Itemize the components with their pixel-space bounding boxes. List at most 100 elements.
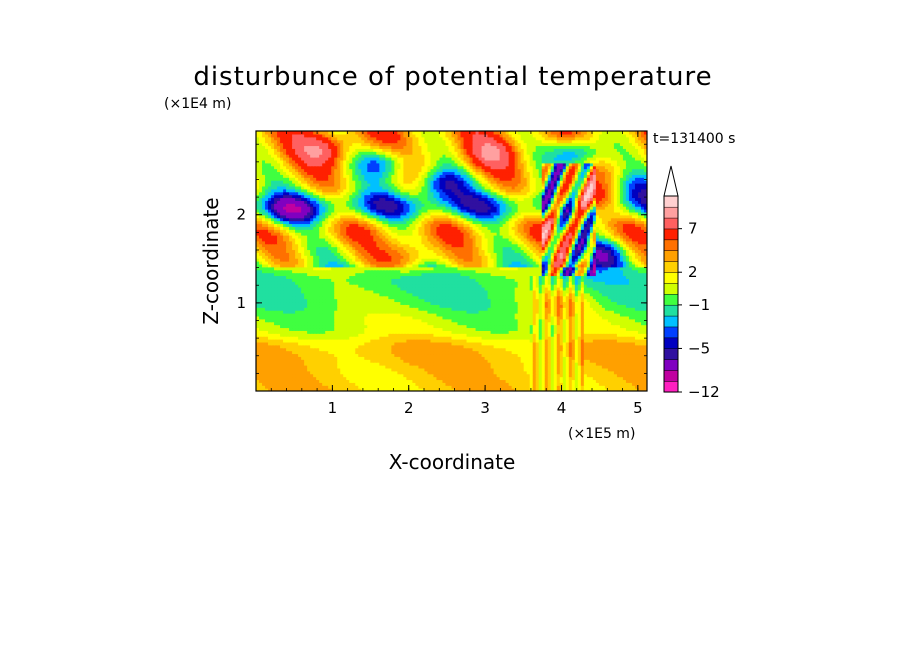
heatmap-cell xyxy=(457,362,462,366)
heatmap-cell xyxy=(289,350,293,355)
heatmap-cell xyxy=(349,367,353,372)
heatmap-cell xyxy=(448,376,453,381)
heatmap-cell xyxy=(457,365,462,369)
heatmap-cell xyxy=(529,373,534,378)
heatmap-cell xyxy=(547,365,552,369)
heatmap-cell xyxy=(589,359,594,363)
heatmap-cell xyxy=(412,356,417,360)
heatmap-cell xyxy=(271,373,275,378)
heatmap-cell xyxy=(613,388,618,391)
heatmap-cell xyxy=(364,382,368,386)
heatmap-cell xyxy=(316,382,320,386)
heatmap-cell xyxy=(349,356,353,360)
heatmap-cell xyxy=(304,362,308,366)
heatmap-cell xyxy=(472,353,477,357)
heatmap-cell xyxy=(364,350,368,355)
heatmap-cell xyxy=(448,356,453,360)
heatmap-cell xyxy=(514,370,519,375)
heatmap-cell xyxy=(382,359,386,363)
heatmap-cell xyxy=(382,382,386,386)
heatmap-cell xyxy=(538,367,543,372)
heatmap-cell xyxy=(397,373,401,378)
heatmap-cell xyxy=(499,379,504,383)
heatmap-cell xyxy=(487,350,492,355)
heatmap-cell xyxy=(541,353,546,357)
heatmap-cell xyxy=(376,367,380,372)
heatmap-cell xyxy=(460,388,465,391)
heatmap-cell xyxy=(460,353,465,357)
heatmap-cell xyxy=(496,385,501,389)
heatmap-cell xyxy=(451,356,456,360)
heatmap-cell xyxy=(289,359,293,363)
heatmap-cell xyxy=(298,370,302,375)
heatmap-cell xyxy=(565,353,570,357)
heatmap-cell xyxy=(310,365,314,369)
heatmap-cell xyxy=(544,376,549,381)
heatmap-cell xyxy=(316,379,320,383)
heatmap-cell xyxy=(295,379,299,383)
heatmap-cell xyxy=(424,350,429,355)
heatmap-cell xyxy=(394,388,398,391)
heatmap-cell xyxy=(643,376,647,381)
heatmap-cell xyxy=(592,353,597,357)
heatmap-cell xyxy=(469,382,474,386)
heatmap-cell xyxy=(397,379,401,383)
heatmap-cell xyxy=(634,376,639,381)
heatmap-cell xyxy=(391,376,395,381)
heatmap-cell xyxy=(541,373,546,378)
heatmap-cell xyxy=(391,350,395,355)
heatmap-cell xyxy=(595,365,600,369)
heatmap-cell xyxy=(259,373,263,378)
heatmap-cell xyxy=(388,373,392,378)
heatmap-cell xyxy=(292,385,296,389)
heatmap-cell xyxy=(532,353,537,357)
heatmap-cell xyxy=(376,356,380,360)
heatmap-cell xyxy=(430,362,435,366)
heatmap-cell xyxy=(280,379,284,383)
heatmap-cell xyxy=(469,365,474,369)
heatmap-cell xyxy=(499,362,504,366)
heatmap-cell xyxy=(361,359,365,363)
heatmap-cell xyxy=(625,385,630,389)
heatmap-cell xyxy=(550,362,555,366)
heatmap-cell xyxy=(334,382,338,386)
heatmap-cell xyxy=(631,376,636,381)
heatmap-cell xyxy=(307,373,311,378)
heatmap-cell xyxy=(610,382,615,386)
heatmap-cell xyxy=(352,350,356,355)
heatmap-cell xyxy=(289,379,293,383)
heatmap-cell xyxy=(358,388,362,391)
heatmap-cell xyxy=(595,373,600,378)
heatmap-cell xyxy=(388,370,392,375)
heatmap-cell xyxy=(388,359,392,363)
heatmap-cell xyxy=(637,373,642,378)
heatmap-cell xyxy=(451,382,456,386)
heatmap-cell xyxy=(508,353,513,357)
heatmap-cell xyxy=(355,356,359,360)
heatmap-cell xyxy=(325,359,329,363)
heatmap-cell xyxy=(565,379,570,383)
heatmap-cell xyxy=(385,350,389,355)
heatmap-cell xyxy=(496,379,501,383)
heatmap-cell xyxy=(262,367,266,372)
heatmap-cell xyxy=(442,353,447,357)
heatmap-cell xyxy=(268,359,272,363)
heatmap-cell xyxy=(331,367,335,372)
heatmap-cell xyxy=(382,367,386,372)
heatmap-cell xyxy=(271,359,275,363)
heatmap-cell xyxy=(331,359,335,363)
heatmap-cell xyxy=(271,350,275,355)
heatmap-cell xyxy=(430,370,435,375)
heatmap-cell xyxy=(298,365,302,369)
heatmap-cell xyxy=(265,367,269,372)
heatmap-cell xyxy=(277,359,281,363)
heatmap-cell xyxy=(508,370,513,375)
heatmap-cell xyxy=(316,373,320,378)
heatmap-cell xyxy=(478,376,483,381)
heatmap-cell xyxy=(415,353,420,357)
heatmap-cell xyxy=(616,370,621,375)
heatmap-cell xyxy=(271,379,275,383)
heatmap-cell xyxy=(499,385,504,389)
heatmap-cell xyxy=(448,353,453,357)
heatmap-cell xyxy=(463,388,468,391)
